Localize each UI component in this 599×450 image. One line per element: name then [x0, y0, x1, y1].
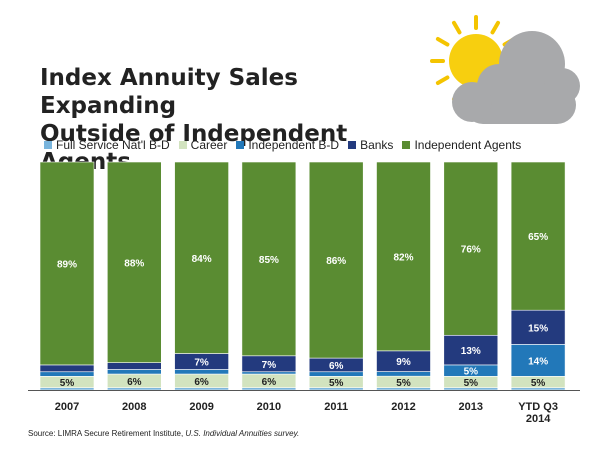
bar-segment-independent_bd — [376, 371, 431, 377]
bar-segment-banks — [443, 334, 499, 366]
sun-ray — [452, 20, 462, 35]
source-prefix: Source: LIMRA Secure Retirement Institut… — [28, 429, 186, 438]
legend-label: Independent Agents — [414, 138, 522, 152]
data-label: 6% — [194, 377, 209, 388]
bar-segment-banks — [107, 362, 162, 370]
x-tick-label: YTD Q3 — [518, 401, 558, 413]
data-label: 13% — [461, 346, 481, 357]
x-tick-label: 2012 — [391, 401, 415, 413]
data-label: 7% — [262, 360, 277, 371]
source-survey: U.S. Individual Annuities survey. — [185, 429, 300, 438]
legend-swatch — [178, 141, 187, 149]
data-label: 5% — [531, 378, 546, 389]
bar-segment-independent_agents — [376, 161, 431, 352]
bar-segment-full_service — [107, 387, 162, 391]
legend-swatch — [236, 141, 245, 149]
bar-segment-banks — [510, 309, 566, 345]
legend-swatch — [44, 141, 52, 149]
legend-swatch — [348, 141, 357, 149]
sun-ray — [490, 20, 500, 35]
x-tick-label: 2011 — [324, 401, 348, 413]
data-label: 9% — [396, 357, 411, 368]
data-label: 88% — [124, 258, 144, 269]
data-label: 5% — [396, 378, 411, 389]
data-label: 6% — [262, 377, 277, 388]
bar-segment-independent_bd — [308, 371, 364, 377]
bar-segment-independent_agents — [174, 161, 229, 354]
x-tick-label: 2007 — [55, 401, 79, 413]
data-label: 15% — [528, 323, 548, 334]
data-label: 89% — [57, 259, 77, 270]
data-label: 5% — [464, 367, 479, 378]
x-tick-label: 2010 — [257, 401, 281, 413]
x-tick-label: 2013 — [459, 401, 483, 413]
bar-segment-independent_agents — [241, 161, 297, 357]
data-label: 6% — [329, 361, 344, 372]
bar-segment-independent_bd — [174, 369, 229, 375]
legend-label: Banks — [360, 138, 394, 152]
data-label: 85% — [259, 255, 279, 266]
bar-segment-full_service — [174, 387, 229, 391]
data-label: 65% — [528, 232, 548, 243]
data-label: 76% — [461, 245, 481, 256]
x-tick-label: 2008 — [122, 401, 146, 413]
legend-swatch — [402, 141, 411, 149]
legend-item-career: Career — [178, 138, 228, 152]
data-label: 6% — [127, 377, 142, 388]
legend-item-independent_bd: Independent B-D — [236, 138, 339, 152]
bar-segment-independent_bd — [107, 369, 162, 375]
weather-illustration — [430, 15, 580, 124]
bar-segment-banks — [39, 364, 95, 373]
bar-segment-independent_agents — [308, 161, 364, 359]
bar-segment-full_service — [241, 387, 297, 391]
legend: Full Service Nat'l B-D Career Independent … — [44, 138, 584, 152]
sun-ray — [435, 75, 450, 85]
data-label: 5% — [60, 378, 75, 389]
x-tick-label: 2009 — [189, 401, 213, 413]
data-label: 14% — [528, 356, 548, 367]
chart-title-line-1: Index Annuity Sales Expanding — [40, 65, 298, 119]
data-label: 84% — [192, 254, 212, 265]
legend-item-banks: Banks — [348, 138, 393, 152]
legend-item-full_service: Full Service Nat'l B-D — [44, 138, 170, 152]
sun-ray — [435, 37, 450, 47]
chart-title: Index Annuity Sales Expanding Outside of… — [40, 64, 420, 176]
data-label: 5% — [464, 378, 479, 389]
bar-segment-independent_agents — [107, 161, 162, 363]
data-label: 5% — [329, 378, 344, 389]
bar-segment-independent_bd — [39, 371, 95, 377]
bar-segment-independent_bd — [510, 344, 566, 377]
x-tick-label: 2014 — [526, 413, 551, 425]
source-note: Source: LIMRA Secure Retirement Institut… — [28, 429, 299, 438]
bar-segment-independent_agents — [39, 161, 95, 366]
legend-label: Full Service Nat'l B-D — [56, 138, 170, 152]
legend-item-independent_agents: Independent Agents — [402, 138, 521, 152]
legend-label: Independent B-D — [248, 138, 340, 152]
data-label: 7% — [194, 358, 209, 369]
cloud-icon — [452, 31, 580, 124]
bar-segment-independent_agents — [443, 161, 499, 336]
bar-segment-independent_bd — [241, 371, 297, 375]
data-label: 82% — [393, 252, 413, 263]
legend-label: Career — [190, 138, 228, 152]
data-label: 86% — [326, 256, 346, 267]
bar-segment-independent_agents — [510, 161, 566, 311]
